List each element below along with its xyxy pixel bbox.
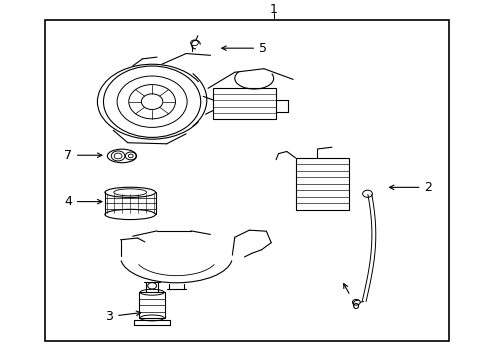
Text: 6: 6 — [343, 284, 359, 312]
Text: 7: 7 — [64, 149, 102, 162]
Bar — [139, 292, 165, 318]
Text: 5: 5 — [222, 42, 266, 55]
Text: 3: 3 — [105, 310, 141, 323]
Text: 1: 1 — [269, 3, 277, 16]
Bar — [45, 20, 448, 341]
Text: 4: 4 — [64, 195, 102, 208]
Bar — [212, 88, 276, 119]
Bar — [295, 158, 348, 210]
Text: 2: 2 — [389, 181, 431, 194]
